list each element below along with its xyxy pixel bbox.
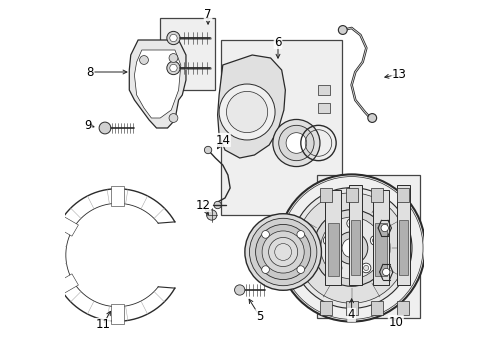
Text: 7: 7: [204, 8, 211, 21]
Circle shape: [214, 201, 221, 209]
Polygon shape: [111, 186, 124, 206]
Circle shape: [255, 224, 310, 280]
Circle shape: [361, 263, 370, 273]
Circle shape: [206, 210, 217, 220]
Bar: [396, 185, 409, 285]
Circle shape: [244, 214, 321, 290]
Text: 6: 6: [274, 36, 281, 49]
Circle shape: [332, 263, 341, 273]
Circle shape: [285, 133, 306, 153]
Circle shape: [382, 268, 389, 276]
Circle shape: [261, 230, 269, 238]
Polygon shape: [54, 215, 78, 236]
Circle shape: [268, 238, 297, 266]
Bar: [345, 301, 357, 315]
Text: 13: 13: [391, 68, 406, 81]
Circle shape: [325, 238, 330, 243]
Circle shape: [169, 114, 178, 122]
Circle shape: [219, 84, 274, 140]
Circle shape: [313, 210, 389, 286]
Circle shape: [261, 266, 269, 274]
Polygon shape: [111, 304, 124, 324]
Bar: [396, 301, 408, 315]
Bar: [375, 223, 386, 275]
Bar: [325, 190, 341, 285]
Circle shape: [320, 217, 382, 279]
Bar: [350, 220, 359, 275]
Polygon shape: [217, 55, 285, 158]
Bar: [160, 18, 215, 90]
Circle shape: [169, 34, 177, 42]
Circle shape: [139, 55, 148, 64]
Bar: [348, 185, 361, 285]
Circle shape: [166, 61, 180, 75]
Text: 14: 14: [215, 134, 230, 147]
Bar: [317, 85, 329, 95]
Polygon shape: [129, 40, 185, 128]
Circle shape: [338, 26, 346, 35]
Circle shape: [296, 193, 406, 303]
Circle shape: [363, 265, 368, 270]
Text: 8: 8: [86, 66, 94, 78]
Bar: [345, 188, 357, 202]
Polygon shape: [134, 50, 181, 118]
Circle shape: [272, 120, 319, 167]
Circle shape: [262, 231, 304, 273]
Circle shape: [296, 266, 304, 274]
Circle shape: [334, 265, 339, 270]
Circle shape: [166, 31, 180, 45]
Text: 4: 4: [347, 309, 355, 321]
Circle shape: [274, 244, 291, 260]
Circle shape: [169, 64, 177, 72]
Circle shape: [291, 188, 411, 309]
Circle shape: [296, 230, 304, 238]
Bar: [371, 188, 383, 202]
Circle shape: [226, 91, 267, 132]
Circle shape: [367, 114, 376, 122]
Circle shape: [169, 54, 178, 62]
Bar: [398, 220, 407, 275]
Circle shape: [372, 238, 377, 243]
Polygon shape: [54, 274, 78, 295]
Circle shape: [335, 232, 367, 264]
Bar: [319, 301, 331, 315]
Text: 12: 12: [195, 198, 210, 212]
Bar: [316, 175, 419, 318]
Bar: [396, 188, 408, 202]
Circle shape: [346, 219, 356, 228]
Circle shape: [323, 235, 332, 245]
Circle shape: [278, 174, 425, 321]
Circle shape: [348, 221, 353, 226]
Bar: [317, 103, 329, 113]
Text: 5: 5: [255, 310, 263, 323]
Circle shape: [380, 224, 387, 232]
Bar: [327, 223, 338, 275]
Circle shape: [278, 125, 313, 161]
Text: 9: 9: [84, 118, 92, 131]
Circle shape: [99, 122, 111, 134]
Bar: [372, 190, 388, 285]
Circle shape: [369, 235, 379, 245]
Circle shape: [249, 218, 316, 286]
Bar: [371, 301, 383, 315]
Circle shape: [204, 146, 211, 154]
Text: 11: 11: [95, 319, 110, 332]
Bar: [220, 40, 341, 215]
Text: 10: 10: [387, 315, 403, 329]
Circle shape: [341, 238, 361, 257]
Bar: [319, 188, 331, 202]
Circle shape: [234, 285, 244, 295]
